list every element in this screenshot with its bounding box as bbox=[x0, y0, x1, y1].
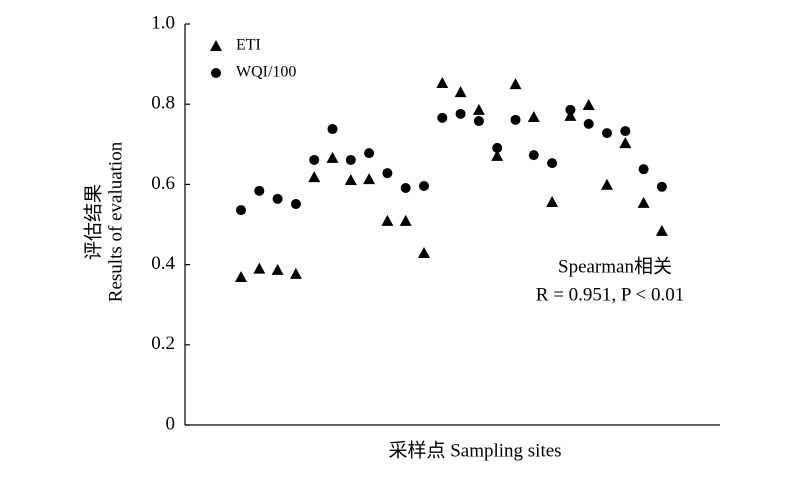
point bbox=[454, 86, 467, 98]
point bbox=[236, 205, 246, 216]
point bbox=[308, 171, 321, 183]
legend-label: WQI/100 bbox=[236, 64, 296, 81]
point bbox=[344, 173, 357, 185]
point bbox=[381, 214, 394, 226]
point bbox=[564, 109, 577, 121]
point bbox=[473, 116, 484, 127]
point bbox=[235, 271, 247, 283]
y-axis-label: 评估结果 bbox=[82, 184, 104, 260]
point bbox=[271, 263, 284, 275]
y-tick-label: 0.8 bbox=[151, 93, 175, 114]
point bbox=[345, 154, 356, 165]
point bbox=[399, 214, 412, 226]
point bbox=[637, 196, 650, 208]
point bbox=[638, 164, 649, 175]
y-tick-label: 1.0 bbox=[151, 12, 175, 33]
point bbox=[418, 246, 430, 258]
y-tick-label: 0.4 bbox=[151, 253, 175, 274]
point bbox=[491, 149, 504, 161]
point bbox=[527, 111, 540, 123]
y-tick-label: 0 bbox=[166, 413, 176, 434]
annotation: Spearman相关 bbox=[558, 255, 672, 277]
point bbox=[510, 114, 521, 125]
point bbox=[528, 150, 539, 161]
point bbox=[382, 168, 393, 179]
point bbox=[620, 126, 631, 137]
x-axis-label: 采样点 Sampling sites bbox=[388, 439, 561, 461]
point bbox=[327, 124, 338, 135]
y-tick-label: 0.6 bbox=[151, 173, 175, 194]
point bbox=[546, 196, 559, 208]
point bbox=[309, 154, 320, 165]
legend-marker bbox=[211, 68, 221, 78]
point bbox=[655, 224, 668, 236]
point bbox=[253, 262, 266, 274]
point bbox=[656, 181, 667, 192]
y-tick-label: 0.2 bbox=[151, 333, 175, 354]
point bbox=[583, 118, 594, 129]
point bbox=[400, 183, 411, 194]
point bbox=[364, 148, 375, 159]
point bbox=[619, 137, 632, 149]
y-axis-label: Results of evaluation bbox=[105, 141, 126, 302]
annotation: R = 0.951, P < 0.01 bbox=[536, 284, 684, 305]
point bbox=[455, 108, 466, 119]
point bbox=[363, 173, 376, 185]
point bbox=[326, 151, 339, 163]
point bbox=[547, 158, 558, 169]
point bbox=[272, 193, 283, 204]
point bbox=[436, 76, 449, 88]
point bbox=[419, 181, 429, 192]
point bbox=[582, 99, 595, 111]
point bbox=[492, 142, 503, 153]
legend-marker bbox=[210, 40, 222, 51]
point bbox=[289, 267, 302, 279]
legend-label: ETI bbox=[236, 37, 261, 54]
point bbox=[254, 185, 265, 196]
point bbox=[602, 128, 612, 139]
point bbox=[437, 112, 448, 123]
point bbox=[565, 104, 576, 115]
point bbox=[509, 78, 522, 90]
point bbox=[472, 103, 485, 115]
point bbox=[601, 178, 613, 190]
point bbox=[290, 199, 301, 210]
